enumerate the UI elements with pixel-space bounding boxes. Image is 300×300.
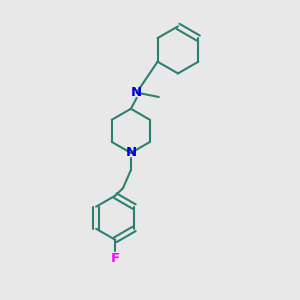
- Text: N: N: [131, 86, 142, 99]
- Text: F: F: [111, 253, 120, 266]
- Text: N: N: [125, 146, 136, 159]
